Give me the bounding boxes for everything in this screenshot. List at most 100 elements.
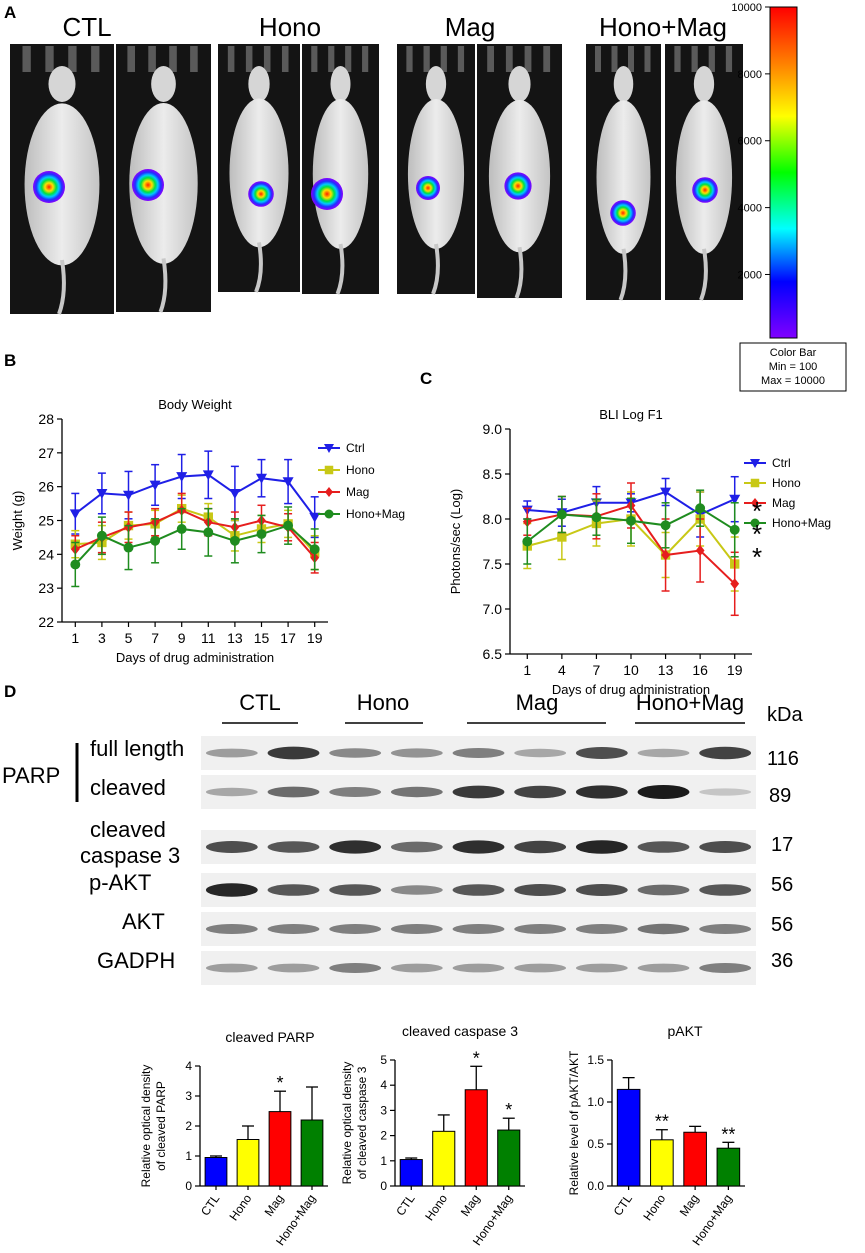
y-tick-label: 0.5	[587, 1137, 604, 1151]
bli-chart: BLI Log F1 6.5 7.0 7.5 8.0 8.5 9.0 1 4 7 10 13 16 19 D…	[448, 407, 831, 697]
y-tick-label: 1.5	[587, 1053, 604, 1067]
blot-band	[699, 841, 752, 853]
chart-title: cleaved PARP	[225, 1029, 314, 1045]
y-tick-label: 1	[185, 1149, 192, 1163]
color-bar-caption-box	[739, 342, 847, 392]
restraint-bar	[505, 46, 513, 72]
x-tick-label: Hono	[422, 1191, 450, 1223]
y-tick-label: 1	[380, 1154, 387, 1168]
kda-56-akt: 56	[771, 914, 793, 936]
data-point	[325, 487, 333, 497]
y-axis-label: Relative optical densityof cleaved PARP	[139, 1065, 168, 1188]
restraint-bar	[543, 46, 551, 72]
x-tick-label: CTL	[198, 1191, 223, 1218]
blot-band	[205, 924, 258, 934]
mouse-head	[508, 66, 531, 102]
bar	[464, 1089, 488, 1187]
restraint-bar	[263, 46, 271, 72]
chart-title: cleaved caspase 3	[402, 1023, 518, 1039]
y-tick-label: 22	[38, 614, 54, 630]
data-point	[751, 498, 759, 508]
blot-band	[452, 963, 505, 973]
blot-band	[329, 787, 382, 797]
mouse-body	[229, 98, 289, 248]
cleaved-parp-chart: cleaved PARP 0 1 2 3 4 Relative optical densit…	[139, 1029, 328, 1248]
mouse-tail	[335, 243, 345, 295]
blot-band	[452, 884, 505, 896]
y-tick-label: 5	[380, 1053, 387, 1067]
blot-band	[699, 884, 752, 896]
data-point	[729, 494, 741, 505]
data-point	[324, 465, 334, 475]
data-point	[695, 503, 706, 514]
y-tick-label: 0	[380, 1179, 387, 1193]
bar	[616, 1088, 641, 1187]
bar	[236, 1139, 260, 1187]
data-point	[557, 532, 567, 542]
color-bar-tick-label: 8000	[738, 69, 762, 81]
restraint-bar	[524, 46, 532, 72]
blot-header-mag: Mag	[516, 690, 559, 715]
mouse-body	[407, 99, 465, 249]
x-tick-label: Mag	[458, 1192, 483, 1219]
x-tick-label: 16	[692, 662, 708, 678]
data-point	[202, 470, 214, 481]
mouse-head	[330, 66, 351, 102]
restraint-bar	[708, 46, 715, 72]
blot-band	[267, 963, 320, 973]
blot-band	[267, 884, 320, 896]
mouse-tail	[514, 246, 524, 299]
x-axis-label: Days of drug administration	[552, 682, 710, 697]
significance-star: *	[276, 1073, 283, 1093]
restraint-bar	[345, 46, 352, 72]
x-tick-label: 11	[201, 630, 216, 646]
blot-label-cleaved-caspase3-line2: caspase 3	[80, 843, 180, 868]
blot-band	[452, 924, 505, 934]
restraint-bar	[487, 46, 494, 72]
x-tick-label: 7	[151, 630, 159, 646]
restraint-bar	[406, 46, 413, 72]
blot-label-cleaved-caspase3-line1: cleaved	[90, 817, 166, 842]
y-axis-label-line: of cleaved caspase 3	[355, 1066, 369, 1179]
data-point	[123, 542, 134, 553]
panel-a-letter: A	[4, 3, 16, 22]
x-tick-label: 4	[558, 662, 566, 678]
x-tick-label: 19	[307, 630, 323, 646]
x-tick-label: 5	[125, 630, 133, 646]
x-tick-label: Hono	[227, 1191, 255, 1223]
y-tick-label: 25	[38, 513, 54, 529]
restraint-bar	[68, 46, 77, 72]
data-point	[729, 524, 740, 535]
bar	[432, 1130, 456, 1187]
restraint-bar	[440, 46, 447, 72]
parp-label: PARP	[2, 763, 60, 788]
data-point	[750, 478, 760, 488]
y-tick-label: 4	[185, 1059, 192, 1073]
restraint-bar	[457, 46, 465, 72]
group-label-mag: Mag	[445, 12, 496, 42]
data-point	[256, 473, 267, 484]
blot-band	[390, 963, 443, 973]
blot-band	[637, 884, 690, 896]
mouse-head	[425, 66, 447, 102]
color-bar-caption-title: Color Bar	[770, 347, 817, 359]
y-tick-label: 1.0	[587, 1095, 604, 1109]
luminescence-spot	[610, 200, 636, 226]
luminescence-spot	[416, 176, 440, 200]
mouse-head	[48, 66, 76, 102]
kda-label: kDa	[767, 704, 803, 726]
y-tick-label: 9.0	[483, 421, 503, 437]
significance-star: *	[752, 519, 762, 549]
y-tick-label: 3	[380, 1103, 387, 1117]
mouse-body	[312, 99, 369, 249]
y-tick-label: 0	[185, 1179, 192, 1193]
panel-a: A CTL Hono Mag Hono+Mag 10000 8000 6000 400…	[4, 2, 847, 392]
x-tick-label: 1	[523, 662, 531, 678]
panel-c-letter: C	[420, 369, 432, 388]
blot-band	[514, 963, 567, 973]
mouse-tail	[254, 242, 263, 293]
data-point	[324, 509, 334, 519]
series-line	[74, 524, 316, 566]
legend-label: Hono	[772, 476, 801, 490]
